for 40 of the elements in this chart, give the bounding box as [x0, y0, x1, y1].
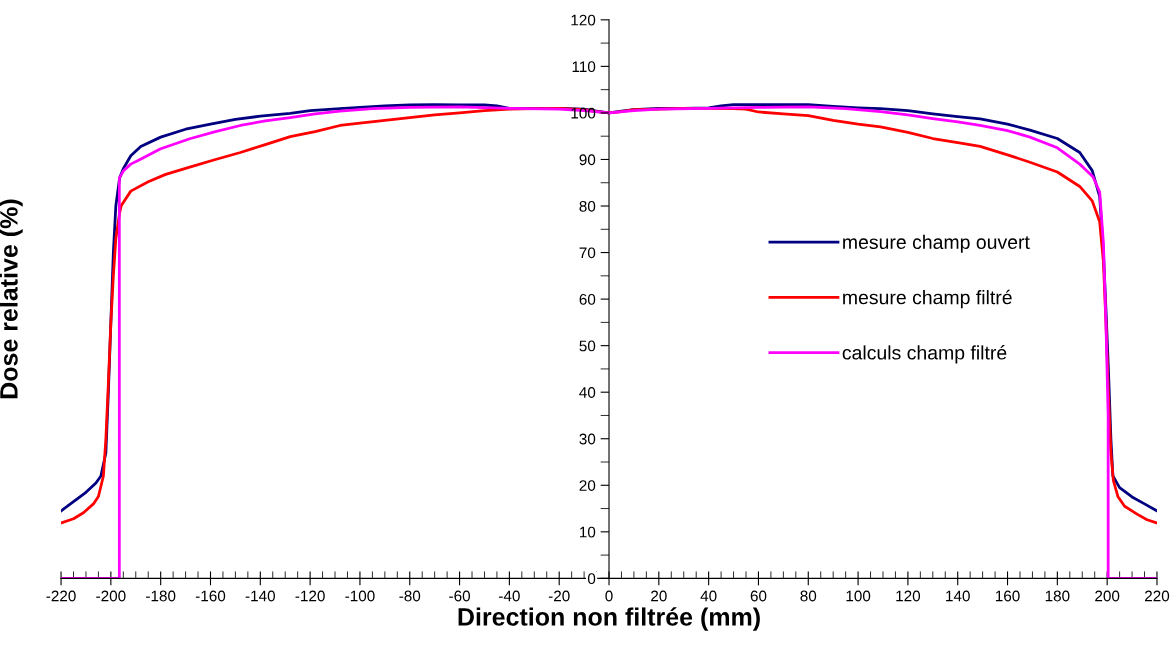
y-tick-label: 0 — [587, 573, 596, 585]
x-tick-label: 120 — [896, 590, 921, 602]
x-tick-label: -100 — [345, 590, 375, 602]
legend-label: calculs champ filtré — [842, 345, 1007, 364]
x-tick-label: 60 — [750, 590, 767, 602]
y-tick-label: 50 — [579, 340, 596, 352]
x-tick-label: 180 — [1045, 590, 1070, 602]
x-tick-label: -120 — [295, 590, 325, 602]
y-tick-label: 60 — [579, 293, 596, 305]
x-tick-label: 20 — [651, 590, 667, 602]
y-tick-label: 110 — [572, 61, 596, 73]
x-tick-label: -160 — [195, 590, 226, 602]
y-tick-label: 90 — [579, 154, 596, 166]
x-tick-label: 0 — [605, 590, 613, 602]
x-tick-label: -180 — [146, 590, 176, 602]
x-axis-title: Direction non filtrée (mm) — [458, 607, 760, 631]
y-tick-label: 40 — [579, 387, 596, 398]
x-tick-label: -60 — [449, 590, 471, 602]
x-tick-label: 80 — [800, 590, 817, 602]
x-tick-label: -40 — [499, 590, 520, 602]
x-tick-label: 220 — [1145, 590, 1170, 602]
x-tick-label: 140 — [946, 590, 970, 602]
x-tick-label: 200 — [1095, 590, 1120, 602]
legend-label: mesure champ ouvert — [843, 234, 1030, 253]
y-tick-label: 20 — [579, 480, 596, 491]
y-tick-label: 10 — [579, 526, 596, 538]
x-tick-label: 100 — [846, 590, 871, 602]
y-tick-label: 80 — [579, 200, 596, 212]
x-tick-label: 40 — [700, 590, 717, 602]
y-axis-title: Dose relative (%) — [0, 199, 23, 399]
x-tick-label: -200 — [96, 590, 126, 602]
x-tick-label: -20 — [548, 590, 570, 602]
x-tick-label: -220 — [46, 590, 76, 602]
x-tick-label: -80 — [399, 590, 421, 602]
y-tick-label: 70 — [579, 247, 596, 259]
x-tick-label: -140 — [245, 590, 275, 602]
legend-label: mesure champ filtré — [843, 289, 1012, 309]
x-tick-label: 160 — [995, 590, 1020, 602]
y-tick-label: 120 — [571, 14, 596, 26]
y-tick-label: 30 — [579, 433, 596, 445]
